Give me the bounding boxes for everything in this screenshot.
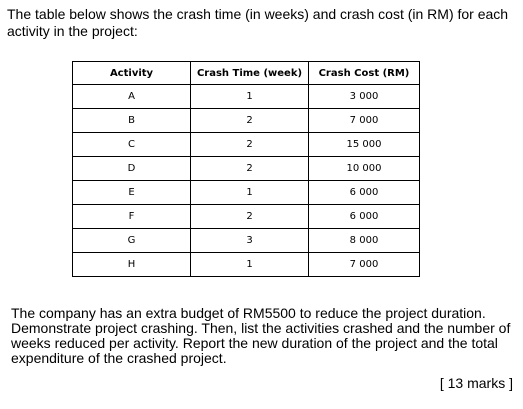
header-row: Activity Crash Time (week) Crash Cost (RM)	[72, 61, 420, 85]
crash-table: Activity Crash Time (week) Crash Cost (RM)…	[72, 61, 420, 277]
table-cell: 2	[190, 108, 309, 133]
table-cell: C	[72, 132, 191, 157]
table-cell: G	[72, 228, 191, 253]
header-cell: Activity	[72, 61, 191, 85]
table-row: C 2 15 000	[72, 132, 420, 157]
table-cell: H	[72, 252, 191, 277]
table-cell: 7 000	[308, 252, 420, 277]
table-cell: 1	[190, 252, 309, 277]
table-cell: 3 000	[308, 84, 420, 109]
table-cell: 6 000	[308, 204, 420, 229]
table-cell: B	[72, 108, 191, 133]
table-cell: 2	[190, 132, 309, 157]
table-cell: 10 000	[308, 156, 420, 181]
intro: The table below shows the crash time (in…	[7, 6, 509, 39]
table-cell: 2	[190, 156, 309, 181]
table-cell: 8 000	[308, 228, 420, 253]
table-cell: A	[72, 84, 191, 109]
table-cell: D	[72, 156, 191, 181]
table-cell: F	[72, 204, 191, 229]
table-cell: E	[72, 180, 191, 205]
marks: [ 13 marks ]	[439, 375, 513, 391]
table-cell: 1	[190, 180, 309, 205]
question: The company has an extra budget of RM550…	[11, 305, 511, 366]
table-cell: 7 000	[308, 108, 420, 133]
table-cell: 2	[190, 204, 309, 229]
header-cell: Crash Time (week)	[190, 61, 309, 85]
header-cell: Crash Cost (RM)	[308, 61, 420, 85]
table-row: D 2 10 000	[72, 156, 420, 181]
table-cell: 1	[190, 84, 309, 109]
table-cell: 15 000	[308, 132, 420, 157]
table-cell: 3	[190, 228, 309, 253]
table-cell: 6 000	[308, 180, 420, 205]
